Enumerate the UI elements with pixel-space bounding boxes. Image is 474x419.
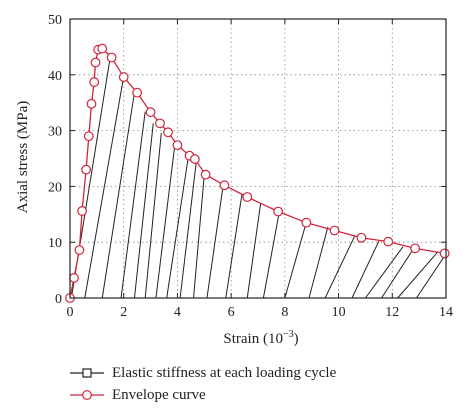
stiffness-line <box>84 76 125 299</box>
x-tick-label: 14 <box>439 305 453 320</box>
envelope-point <box>301 217 312 228</box>
legend-line-circle-marker <box>70 390 104 400</box>
stiffness-line <box>381 248 415 299</box>
stiffness-line <box>155 145 176 299</box>
envelope-point <box>118 72 129 82</box>
x-tick-label: 10 <box>332 305 346 320</box>
stiffness-line <box>324 235 356 299</box>
legend-item-envelope: Envelope curve <box>68 384 468 406</box>
envelope-point <box>439 248 450 259</box>
envelope-point <box>81 164 92 175</box>
envelope-point <box>200 169 211 180</box>
envelope-point <box>329 225 340 236</box>
envelope-point <box>163 127 173 138</box>
tick-labels: 0 2 4 6 8 10 12 14 0 10 20 30 40 50 <box>48 13 453 320</box>
stiffness-line <box>133 123 154 299</box>
envelope-point <box>273 206 284 217</box>
stiffness-line <box>206 185 224 299</box>
legend-line-square-marker <box>70 368 104 378</box>
envelope-point <box>69 273 79 283</box>
envelope-point <box>97 43 108 54</box>
envelope-point <box>83 131 94 142</box>
envelope-point <box>189 154 200 164</box>
y-tick-label: 40 <box>48 69 62 84</box>
envelope-point <box>145 107 156 118</box>
elastic-stiffness-lines <box>70 56 447 299</box>
x-tick-label: 12 <box>385 305 399 320</box>
envelope-point <box>410 243 421 254</box>
x-tick-label: 4 <box>174 305 181 320</box>
stiffness-line <box>179 162 197 299</box>
envelope-point <box>106 52 117 63</box>
y-tick-label: 10 <box>48 236 62 251</box>
stiffness-line <box>193 174 205 299</box>
x-tick-label: 6 <box>228 305 235 320</box>
y-axis-label: Axial stress (MPa) <box>15 101 31 214</box>
chart: 0 2 4 6 8 10 12 14 0 10 20 30 40 50 Strain (10−3) Axi… <box>15 13 453 347</box>
envelope-point <box>90 57 101 68</box>
envelope-curve <box>65 43 450 303</box>
envelope-point <box>219 180 230 191</box>
x-tick-label: 2 <box>120 305 127 320</box>
stiffness-line <box>351 240 380 299</box>
envelope-point <box>356 232 367 243</box>
axes <box>69 18 447 299</box>
stiffness-line <box>120 111 146 299</box>
y-tick-label: 30 <box>48 125 62 140</box>
legend: Elastic stiffness at each loading cycle … <box>68 362 468 406</box>
envelope-point <box>77 206 87 216</box>
stiffness-line <box>365 246 404 299</box>
x-tick-label: 8 <box>281 305 288 320</box>
envelope-point <box>383 236 394 247</box>
legend-label-stiffness: Elastic stiffness at each loading cycle <box>112 364 337 381</box>
y-tick-label: 50 <box>48 13 62 28</box>
legend-label-envelope: Envelope curve <box>112 386 206 403</box>
legend-item-stiffness: Elastic stiffness at each loading cycle <box>68 362 468 384</box>
stiffness-line <box>144 132 162 299</box>
stiffness-line <box>308 227 329 299</box>
envelope-point <box>172 140 183 151</box>
envelope-point <box>89 77 100 87</box>
y-tick-label: 20 <box>48 180 62 195</box>
x-axis-label: Strain (10−3) <box>223 329 298 347</box>
stiffness-line <box>101 92 135 299</box>
stiffness-line <box>284 221 307 299</box>
stiffness-line <box>246 203 262 299</box>
stiffness-line <box>225 194 243 299</box>
envelope-point <box>74 245 85 255</box>
x-tick-label: 0 <box>67 305 74 320</box>
envelope-point <box>132 87 143 98</box>
stiffness-line <box>397 251 439 299</box>
stiffness-line <box>262 210 280 299</box>
envelope-point <box>155 118 165 129</box>
envelope-point <box>86 98 97 109</box>
stiffness-line <box>416 253 447 299</box>
stiffness-line <box>166 157 189 299</box>
envelope-point <box>242 192 253 202</box>
plot-frame <box>69 18 447 299</box>
y-tick-label: 0 <box>55 292 62 307</box>
